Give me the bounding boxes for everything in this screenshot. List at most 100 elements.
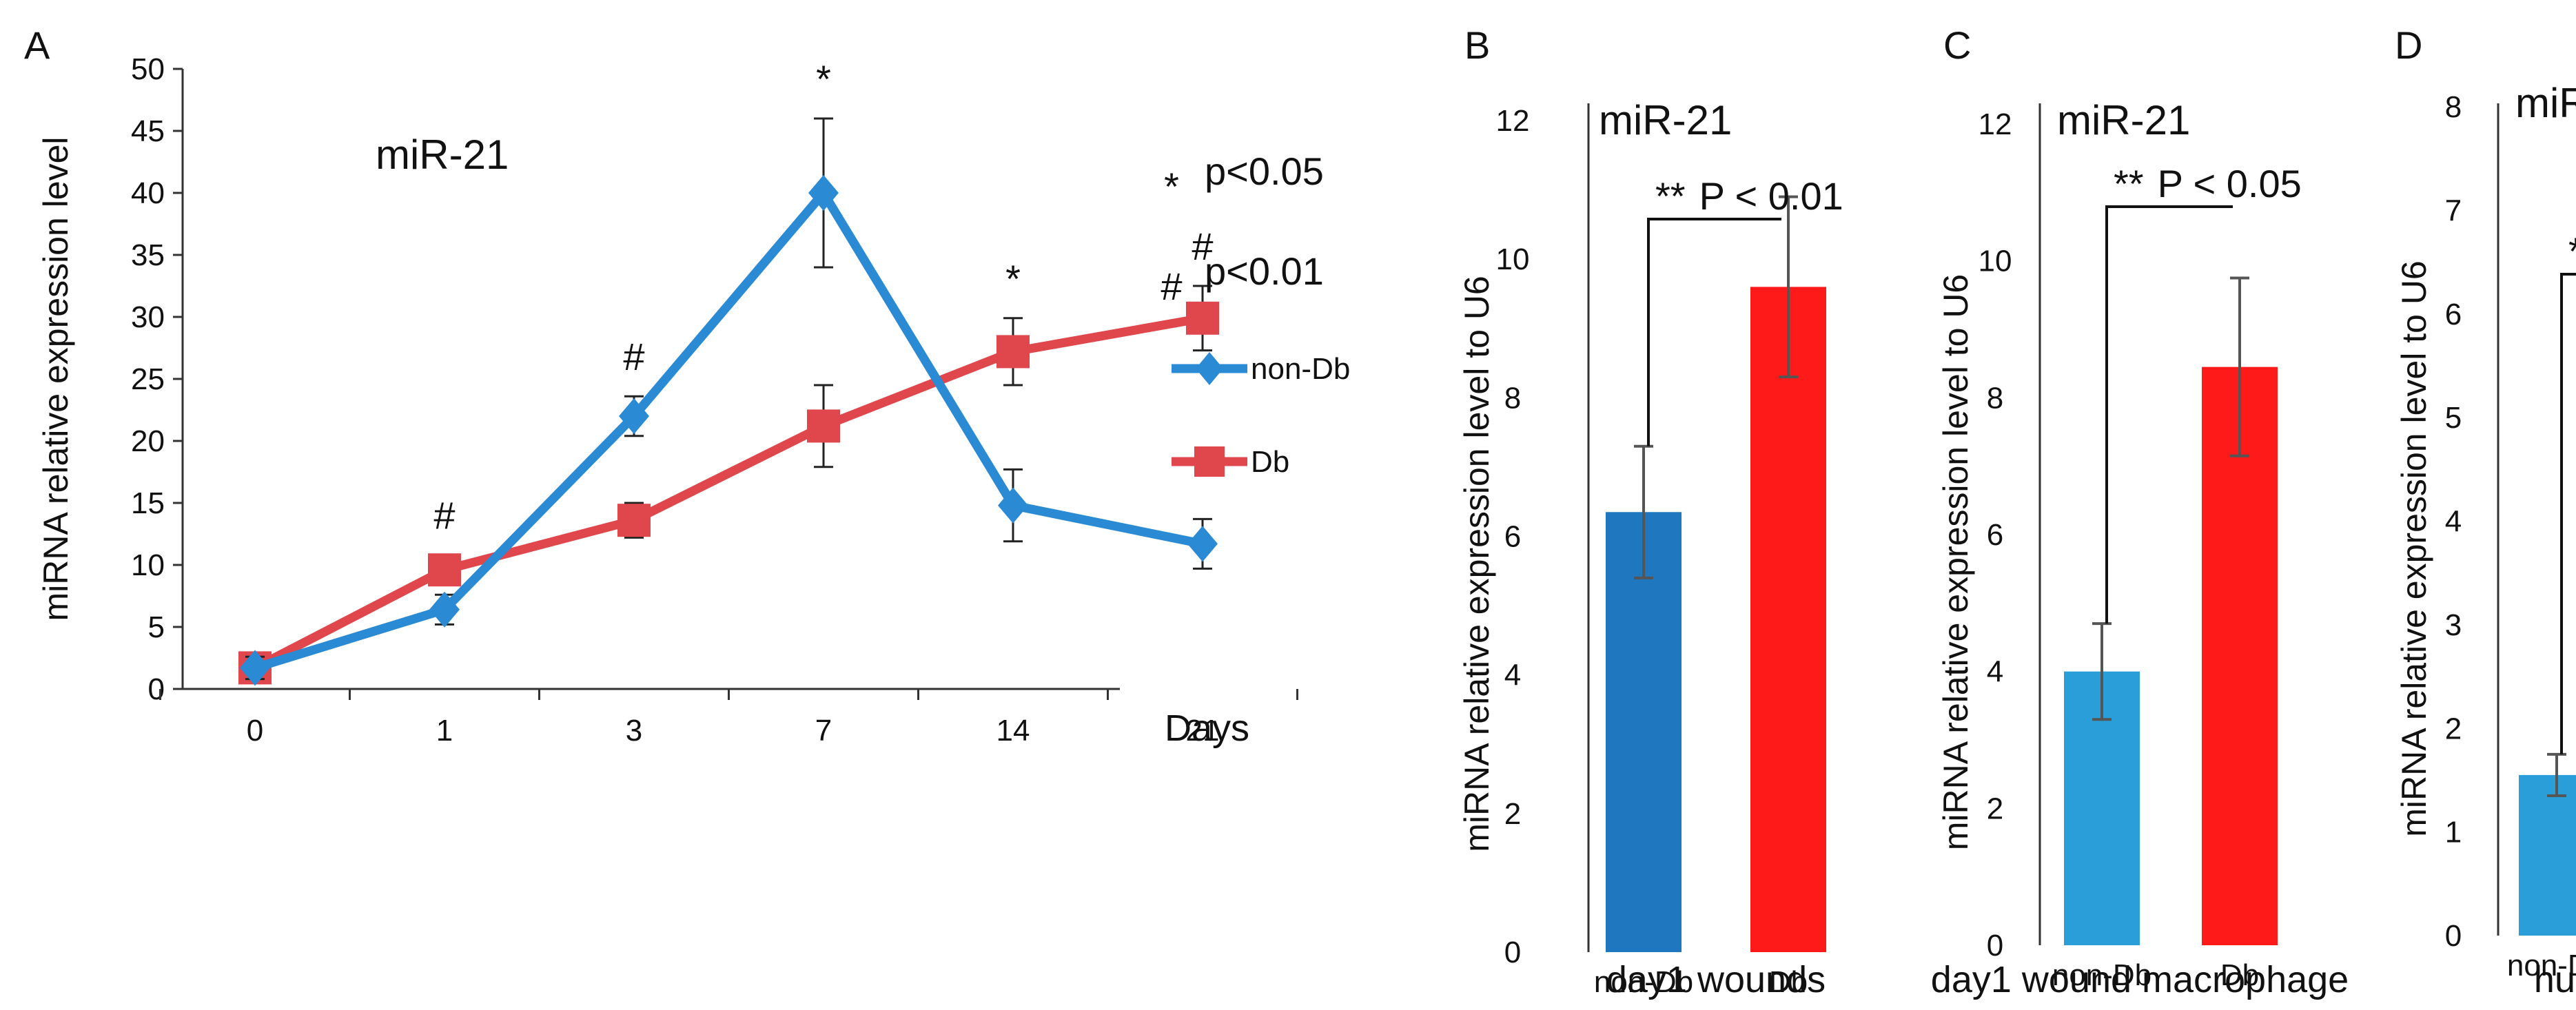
significance-mark: # (1192, 225, 1213, 268)
data-point (617, 504, 651, 537)
y-axis-label: miRNA relative expression level to U6 (1458, 276, 1496, 852)
significance-bracket (1647, 218, 1781, 446)
bar-Db (1750, 287, 1826, 952)
y-tick-label: 8 (1987, 381, 2003, 415)
significance-stars: ** (2568, 229, 2576, 273)
legend-marker (1196, 352, 1223, 385)
y-tick-label: 4 (1987, 655, 2003, 689)
significance-text: P < 0.05 (2158, 162, 2302, 205)
chart-title: miR-21 (376, 132, 509, 178)
y-tick-label: 15 (131, 486, 165, 520)
y-axis-label: miRNA relative expression level (37, 136, 75, 621)
significance-mark: * (1005, 257, 1021, 300)
sig-legend-text: p<0.05 (1205, 150, 1324, 193)
y-axis-label: miRNA relative expression level to U6 (2395, 260, 2433, 836)
y-tick-label: 8 (2445, 90, 2462, 124)
y-tick-label: 2 (1987, 792, 2003, 825)
y-tick-label: 20 (131, 424, 165, 458)
significance-text: P < 0.01 (1699, 174, 1843, 218)
y-tick-label: 10 (1979, 245, 2012, 278)
y-tick-label: 6 (2445, 298, 2462, 331)
chart-title: miR-21 (1599, 97, 1732, 143)
y-tick-label: 40 (131, 176, 165, 210)
y-tick-label: 0 (1987, 929, 2003, 962)
y-tick-label: 7 (2445, 194, 2462, 227)
bar-Db (2202, 367, 2278, 945)
sig-legend-text: p<0.01 (1205, 249, 1324, 293)
y-tick-label: 50 (131, 52, 165, 86)
y-tick-label: 8 (1504, 381, 1521, 415)
y-tick-label: 10 (1496, 243, 1530, 276)
series-line (254, 188, 1204, 672)
x-tick-label: 21 (1186, 714, 1220, 748)
data-point (1187, 526, 1218, 562)
bar-non-Db (1606, 512, 1681, 952)
y-tick-label: 45 (131, 114, 165, 148)
y-tick-label: 6 (1987, 518, 2003, 552)
significance-mark: * (816, 57, 831, 101)
panel-letter-d: D (2395, 23, 2422, 67)
bar-non-Db (2519, 774, 2576, 936)
y-tick-label: 25 (131, 362, 165, 396)
x-axis-label: Days (1165, 708, 1249, 749)
y-tick-label: 2 (2445, 712, 2462, 745)
legend-label: Db (1251, 445, 1289, 479)
significance-mark: # (623, 335, 644, 378)
x-tick-label: 7 (815, 714, 832, 748)
x-axis-label: human skin (2534, 959, 2576, 1000)
data-point (619, 398, 649, 434)
y-tick-label: 0 (148, 672, 165, 706)
series-Db (238, 285, 1219, 685)
sig-legend-symbol: # (1161, 265, 1182, 308)
significance-stars: ** (2114, 162, 2144, 205)
x-axis-label: day1 wound macrophage (1931, 959, 2349, 1000)
y-tick-label: 35 (131, 238, 165, 272)
panel-letter-b: B (1464, 23, 1490, 67)
data-point (807, 409, 840, 443)
y-tick-label: 2 (1504, 797, 1521, 831)
significance-mark: # (433, 494, 455, 537)
y-axis-label: miRNA relative expression level to U6 (1936, 274, 1975, 850)
x-tick-label: 0 (247, 714, 263, 748)
x-tick-label: Db (1769, 965, 1808, 999)
x-axis-label: day1 wounds (1606, 959, 1826, 1000)
data-point (428, 553, 461, 587)
significance-label: ** P < 0.01 (1655, 174, 1843, 218)
x-tick-label: non-Db (2507, 949, 2576, 982)
data-point (429, 591, 460, 628)
x-tick-label: 14 (996, 714, 1030, 748)
y-tick-label: 5 (2445, 401, 2462, 435)
significance-label: **P < 0.01 (2568, 229, 2576, 273)
y-tick-label: 12 (1496, 104, 1530, 138)
y-tick-label: 30 (131, 300, 165, 334)
significance-bracket (2560, 273, 2576, 754)
y-tick-label: 0 (1504, 936, 1521, 969)
y-tick-label: 0 (2445, 919, 2462, 953)
series-line (253, 313, 1204, 672)
sig-legend-symbol: * (1164, 165, 1179, 208)
x-tick-label: 1 (436, 714, 453, 748)
y-tick-label: 10 (131, 548, 165, 582)
chart-title: miR-21 (2057, 97, 2190, 143)
y-tick-label: 4 (2445, 505, 2462, 539)
data-point (808, 175, 839, 211)
panel-letter-a: A (24, 23, 50, 67)
legend-label: non-Db (1251, 352, 1350, 386)
significance-bracket (2105, 205, 2233, 624)
panel-letter-c: C (1943, 23, 1971, 67)
y-tick-label: 12 (1979, 107, 2012, 141)
data-point (1186, 301, 1219, 335)
y-tick-label: 6 (1504, 520, 1521, 554)
data-point (996, 335, 1030, 369)
y-tick-label: 5 (148, 610, 165, 644)
x-tick-label: non-Db (1594, 965, 1693, 999)
significance-stars: ** (1655, 174, 1686, 218)
series-non-Db (240, 117, 1218, 686)
data-point (998, 487, 1028, 524)
x-tick-label: non-Db (2052, 958, 2151, 992)
